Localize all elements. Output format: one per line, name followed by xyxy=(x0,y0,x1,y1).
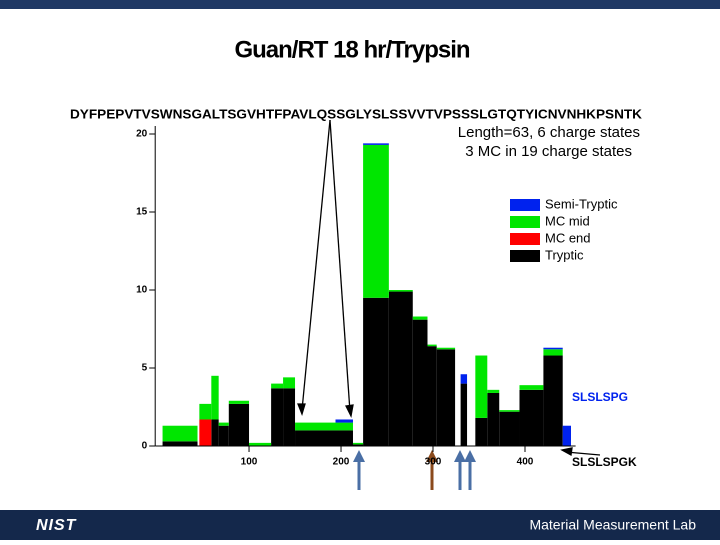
bar-segment xyxy=(335,422,353,431)
y-tick-label: 0 xyxy=(142,441,148,452)
bar-segment xyxy=(388,290,413,292)
position-arrows xyxy=(353,450,476,490)
footer-text: Material Measurement Lab xyxy=(529,517,696,533)
bar-segment xyxy=(460,374,468,384)
bar-segment xyxy=(363,143,389,145)
x-tick-label: 100 xyxy=(241,457,258,468)
bar-segment xyxy=(162,425,198,442)
y-tick-label: 15 xyxy=(136,207,148,218)
y-tick-label: 10 xyxy=(136,285,148,296)
nist-logo: NIST xyxy=(36,517,77,534)
bar-segment xyxy=(412,316,428,320)
bar-segment xyxy=(475,355,488,418)
bar-segment xyxy=(271,383,284,389)
bar-segment xyxy=(543,355,563,446)
annotation: Length=63, 6 charge states xyxy=(458,124,640,141)
annotation: 3 MC in 19 charge states xyxy=(465,143,632,160)
bar-segment xyxy=(218,422,229,426)
bar-segment xyxy=(499,411,520,446)
x-tick-label: 200 xyxy=(333,457,350,468)
bar-segment xyxy=(218,425,229,446)
bar-segment xyxy=(427,346,437,446)
bar-segment xyxy=(436,349,456,446)
bar-segment xyxy=(335,419,353,423)
bar-segment xyxy=(475,417,488,446)
bar-segment xyxy=(199,403,212,420)
bar-segment xyxy=(543,347,563,350)
bar-segment xyxy=(388,291,413,446)
bar-segment xyxy=(352,444,364,446)
bar-segment xyxy=(228,400,250,404)
bar-segment xyxy=(211,375,219,420)
sequence: DYFPEPVTVSWNSGALTSGVHTFPAVLQSSGLYSLSSVVT… xyxy=(70,106,643,121)
bar-segment xyxy=(543,349,563,356)
bar-segment xyxy=(199,419,212,446)
bar-segment xyxy=(487,389,500,393)
legend-label: Tryptic xyxy=(545,247,584,262)
bar-segment xyxy=(427,344,437,347)
bar-segment xyxy=(363,144,389,298)
bar-segment xyxy=(562,425,572,446)
legend-label: MC mid xyxy=(545,213,590,228)
legend-label: MC end xyxy=(545,230,591,245)
annotation: SLSLSPGK xyxy=(572,455,637,469)
arrows xyxy=(297,119,601,457)
bar-segment xyxy=(499,410,520,412)
bar-segment xyxy=(487,392,500,446)
bar-segment xyxy=(363,297,389,446)
bar-segment xyxy=(295,430,336,446)
bar-segment xyxy=(519,385,544,390)
legend-swatch xyxy=(510,233,540,245)
bar-segment xyxy=(352,442,364,445)
plot xyxy=(162,143,572,446)
legend-swatch xyxy=(510,250,540,262)
bar-segment xyxy=(283,388,296,446)
bar-segment xyxy=(283,377,296,389)
x-tick-label: 400 xyxy=(517,457,534,468)
bar-segment xyxy=(412,319,428,446)
legend-swatch xyxy=(510,199,540,211)
bar-segment xyxy=(335,430,353,446)
bar-segment xyxy=(295,422,336,431)
y-tick-label: 5 xyxy=(142,363,148,374)
x-tick-label: 300 xyxy=(425,457,442,468)
bar-segment xyxy=(162,441,198,446)
footer-band xyxy=(0,510,720,540)
legend-swatch xyxy=(510,216,540,228)
bar-segment xyxy=(228,403,250,446)
y-tick-label: 20 xyxy=(136,129,148,140)
bar-segment xyxy=(211,419,219,446)
top-band xyxy=(0,0,720,9)
bar-segment xyxy=(519,389,544,446)
legend-label: Semi-Tryptic xyxy=(545,196,618,211)
logo: NIST xyxy=(36,517,77,534)
bar-segment xyxy=(460,383,468,446)
bar-segment xyxy=(271,388,284,446)
annotation: SLSLSPG xyxy=(572,390,628,404)
bar-segment xyxy=(249,442,272,446)
bar-segment xyxy=(436,347,456,350)
slide-title: Guan/RT 18 hr/Trypsin xyxy=(234,36,469,63)
